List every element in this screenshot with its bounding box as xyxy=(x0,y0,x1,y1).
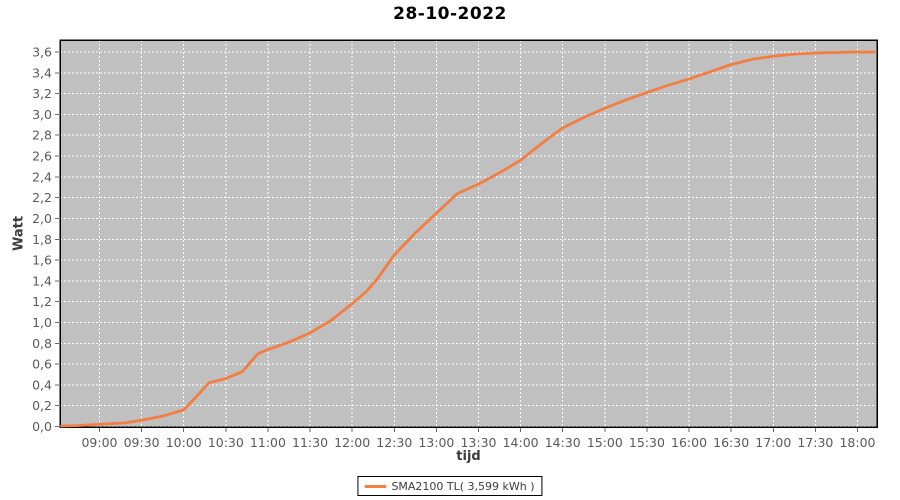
y-tick-label: 2,8 xyxy=(32,128,52,143)
x-tick-label: 12:30 xyxy=(376,435,412,450)
x-tick-label: 13:30 xyxy=(460,435,496,450)
y-tick-label: 0,4 xyxy=(32,377,52,392)
legend-line-swatch xyxy=(364,484,387,488)
x-tick-label: 11:30 xyxy=(292,435,328,450)
x-tick-label: 11:00 xyxy=(250,435,286,450)
y-tick-label: 1,0 xyxy=(32,315,52,330)
plot-border xyxy=(59,39,878,428)
x-tick-label: 13:00 xyxy=(418,435,454,450)
x-tick-label: 17:30 xyxy=(797,435,833,450)
x-tick-label: 16:00 xyxy=(671,435,707,450)
y-tick-label: 1,4 xyxy=(32,273,52,288)
y-tick-label: 1,6 xyxy=(32,253,52,268)
y-tick-label: 0,2 xyxy=(32,398,52,413)
y-tick-label: 3,0 xyxy=(32,107,52,122)
y-tick-label: 1,2 xyxy=(32,294,52,309)
y-tick-label: 2,6 xyxy=(32,149,52,164)
x-tick-label: 09:30 xyxy=(124,435,160,450)
y-tick-label: 3,6 xyxy=(32,45,52,60)
y-tick-label: 2,4 xyxy=(32,169,52,184)
x-tick-label: 17:00 xyxy=(755,435,791,450)
x-tick-label: 15:00 xyxy=(587,435,623,450)
x-tick-label: 09:00 xyxy=(81,435,117,450)
plot-background xyxy=(60,40,877,427)
x-tick-label: 18:00 xyxy=(839,435,875,450)
y-tick-label: 0,6 xyxy=(32,357,52,372)
x-tick-label: 10:00 xyxy=(166,435,202,450)
legend: SMA2100 TL( 3,599 kWh ) xyxy=(357,476,543,496)
x-tick-label: 10:30 xyxy=(208,435,244,450)
x-axis-title: tijd xyxy=(456,449,481,464)
y-tick-label: 0,0 xyxy=(32,419,52,434)
y-tick-label: 3,2 xyxy=(32,86,52,101)
y-tick-label: 1,8 xyxy=(32,232,52,247)
x-tick-label: 16:30 xyxy=(713,435,749,450)
y-axis-title: Watt xyxy=(11,215,27,252)
y-tick-label: 0,8 xyxy=(32,336,52,351)
y-tick-label: 3,4 xyxy=(32,65,52,80)
x-tick-label: 15:30 xyxy=(629,435,665,450)
y-tick-label: 2,2 xyxy=(32,190,52,205)
y-tick-label: 2,0 xyxy=(32,211,52,226)
legend-label: SMA2100 TL( 3,599 kWh ) xyxy=(391,479,535,493)
chart-title: 28-10-2022 xyxy=(393,4,507,24)
series-line xyxy=(60,50,876,428)
x-tick-label: 14:30 xyxy=(545,435,581,450)
x-tick-label: 14:00 xyxy=(503,435,539,450)
x-tick-label: 12:00 xyxy=(334,435,370,450)
